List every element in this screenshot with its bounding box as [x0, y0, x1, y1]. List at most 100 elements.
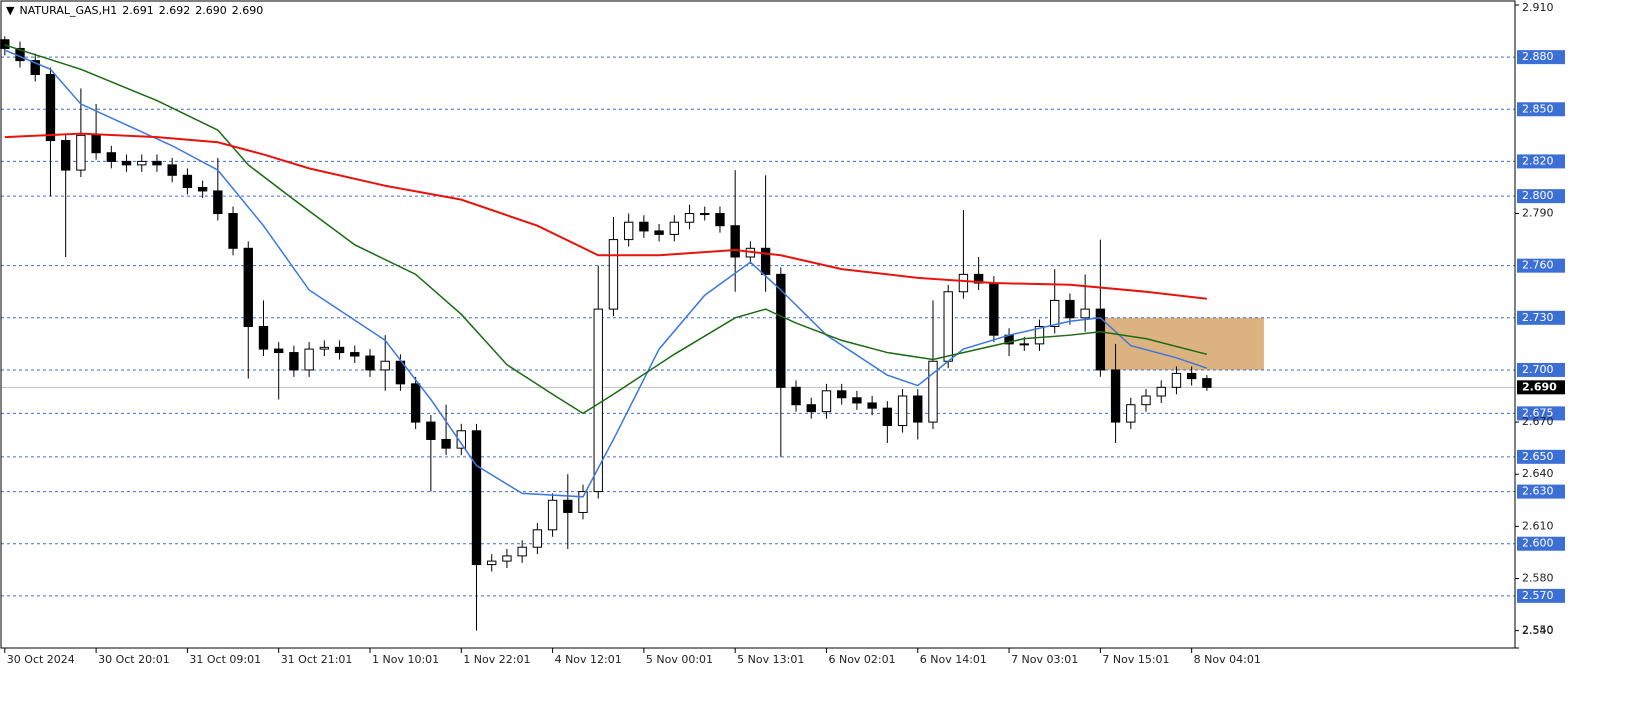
- candle-body: [91, 134, 101, 154]
- header-value: 2.690: [231, 4, 264, 17]
- candle-body: [684, 213, 695, 223]
- candle-body: [882, 407, 893, 427]
- x-tick-label: 30 Oct 2024: [7, 653, 75, 666]
- candle-body: [806, 404, 816, 413]
- level-label-bg: [1517, 310, 1565, 325]
- candle-body: [1034, 326, 1045, 345]
- y-tick-label: 2.910: [1522, 1, 1554, 14]
- candle-body: [380, 360, 390, 371]
- candle-body: [730, 225, 740, 258]
- header-value: 2.691: [122, 4, 154, 17]
- candle-body: [471, 430, 482, 566]
- candle-body: [197, 186, 208, 192]
- candle-body: [45, 74, 56, 142]
- candle-body: [867, 402, 877, 409]
- candle-body: [1202, 378, 1212, 388]
- y-tick-label: 2.790: [1522, 207, 1554, 220]
- candle-body: [137, 160, 147, 166]
- candle-body: [669, 221, 679, 235]
- header-value: 2.692: [158, 4, 191, 17]
- level-label: 2.630: [1522, 485, 1554, 498]
- x-tick-label: 5 Nov 00:01: [646, 653, 713, 666]
- level-label-bg: [1517, 406, 1565, 421]
- level-label-bg: [1517, 362, 1565, 377]
- level-label: 2.600: [1522, 537, 1554, 550]
- level-label: 2.820: [1522, 154, 1554, 167]
- level-label-bg: [1517, 50, 1565, 65]
- x-tick-label: 5 Nov 13:01: [737, 653, 804, 666]
- candle-body: [152, 160, 162, 166]
- candle-body: [928, 360, 938, 423]
- level-label: 2.700: [1522, 363, 1554, 376]
- level-label: 2.570: [1522, 589, 1554, 602]
- y-tick-label: 2.580: [1522, 571, 1554, 584]
- y-tick-label: 2.640: [1522, 467, 1554, 480]
- candle-body: [121, 160, 132, 166]
- candle-body: [1186, 372, 1197, 380]
- candle-body: [532, 529, 543, 548]
- y-tick-label: 2.540: [1522, 624, 1554, 637]
- candle-body: [243, 247, 253, 328]
- candle-body: [365, 355, 375, 371]
- level-label-bg: [1517, 102, 1565, 117]
- candle-body: [456, 430, 466, 449]
- x-tick-label: 6 Nov 14:01: [920, 653, 987, 666]
- y-tick-label: 2.550: [1522, 624, 1554, 637]
- chart-header: ▼ NATURAL_GAS,H1 2.691 2.692 2.690 2.690: [6, 4, 263, 17]
- x-tick-label: 7 Nov 15:01: [1102, 653, 1169, 666]
- candle-body: [852, 397, 862, 404]
- candle-body: [578, 491, 588, 513]
- candle-body: [837, 390, 847, 399]
- x-tick-label: 8 Nov 04:01: [1194, 653, 1261, 666]
- candle-body: [213, 190, 223, 215]
- candle-body: [1019, 343, 1029, 346]
- level-label-bg: [1517, 154, 1565, 169]
- zone: [1098, 317, 1264, 370]
- candle-body: [289, 352, 299, 371]
- level-label: 2.675: [1522, 406, 1554, 419]
- moving-average: [4, 132, 1207, 300]
- x-tick-label: 1 Nov 22:01: [463, 653, 530, 666]
- candle-body: [258, 326, 269, 350]
- candle-body: [973, 273, 984, 284]
- candle-body: [182, 174, 193, 188]
- candle-body: [1141, 395, 1151, 406]
- level-label-bg: [1517, 536, 1565, 551]
- candle-body: [1080, 308, 1090, 319]
- candle-body: [487, 560, 497, 566]
- candle-body: [1171, 372, 1182, 388]
- menu-arrow[interactable]: ▼: [6, 4, 15, 17]
- candle-body: [410, 383, 421, 423]
- candle-body: [76, 134, 86, 171]
- candle-body: [274, 348, 284, 354]
- candle-body: [167, 164, 177, 176]
- candle-body: [517, 546, 527, 557]
- candle-body: [106, 152, 117, 162]
- y-tick-label: 2.670: [1522, 415, 1554, 428]
- candle-body: [715, 213, 725, 227]
- level-label-bg: [1517, 189, 1565, 204]
- level-label-bg: [1517, 588, 1565, 603]
- level-label-bg: [1517, 484, 1565, 499]
- candle-body: [608, 239, 619, 310]
- candle-body: [1156, 386, 1166, 397]
- x-tick-label: 4 Nov 12:01: [555, 653, 622, 666]
- candle-body: [897, 395, 908, 427]
- candle-body: [776, 273, 786, 388]
- x-tick-label: 31 Oct 09:01: [189, 653, 261, 666]
- level-label: 2.730: [1522, 311, 1554, 324]
- candle-body: [304, 348, 314, 371]
- candle-body: [350, 352, 360, 357]
- candle-body: [913, 395, 923, 423]
- x-tick-label: 7 Nov 03:01: [1011, 653, 1078, 666]
- candle-body: [1050, 299, 1060, 328]
- candle-body: [547, 499, 558, 531]
- candle-body: [623, 221, 634, 241]
- candle-body: [958, 273, 969, 293]
- candle-body: [593, 308, 603, 493]
- moving-average: [4, 49, 1208, 498]
- level-label-bg: [1517, 258, 1565, 273]
- x-tick-label: 30 Oct 20:01: [98, 653, 170, 666]
